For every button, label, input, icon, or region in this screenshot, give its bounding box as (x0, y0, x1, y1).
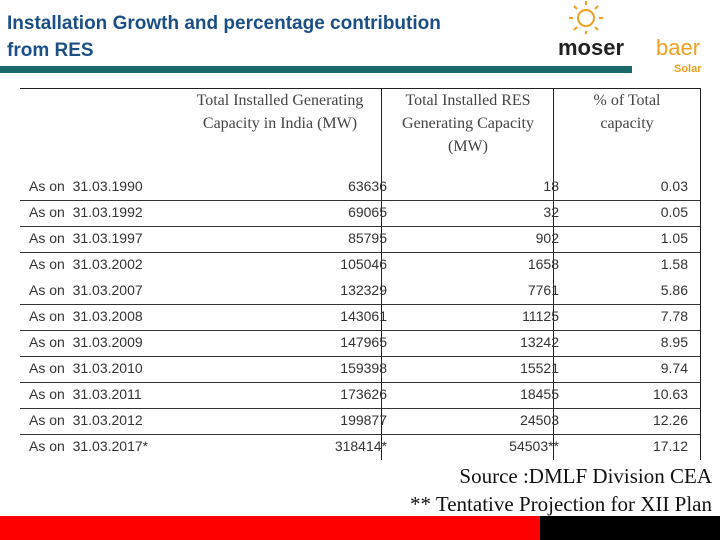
cell-date: As on 31.03.2007 (29, 282, 143, 298)
cell-total-capacity: 147965 (340, 334, 387, 350)
cell-percent: 1.58 (660, 256, 688, 272)
source-note: Source :DMLF Division CEA (459, 464, 712, 488)
header-res-capacity: Total Installed RES Generating Capacity … (402, 92, 534, 155)
cell-percent: 5.86 (660, 282, 688, 298)
cell-res-capacity: 18 (543, 178, 559, 194)
column-divider (381, 88, 382, 460)
slide-title: Installation Growth and percentage contr… (7, 10, 542, 64)
cell-percent: 9.74 (660, 360, 688, 376)
cell-res-capacity: 7761 (527, 282, 559, 298)
cell-total-capacity: 143061 (340, 308, 387, 324)
sun-face-icon (569, 1, 603, 34)
cell-percent: 0.05 (660, 204, 688, 220)
projection-note: ** Tentative Projection for XII Plan (410, 492, 712, 516)
cell-date: As on 31.03.2011 (29, 386, 142, 402)
cell-percent: 12.26 (652, 412, 688, 428)
cell-percent: 7.78 (660, 308, 688, 324)
table-row: As on 31.03.2011 173626 18455 10.63 (20, 382, 700, 409)
column-divider (553, 88, 554, 460)
column-divider (700, 88, 701, 460)
logo-text-sub: Solar (674, 63, 702, 74)
cell-res-capacity: 902 (535, 230, 559, 246)
moserbaer-logo: moser baer Solar (558, 1, 702, 74)
cell-total-capacity: 173626 (340, 386, 387, 402)
header-percent: % of Total capacity (593, 92, 661, 132)
cell-res-capacity: 11125 (522, 308, 559, 324)
header-total-capacity: Total Installed Generating Capacity in I… (196, 92, 364, 132)
cell-res-capacity: 32 (543, 204, 559, 220)
table-row: As on 31.03.1992 69065 32 0.05 (20, 200, 700, 227)
table-row: As on 31.03.1990 63636 18 0.03 (20, 174, 700, 201)
cell-date: As on 31.03.2017* (29, 438, 149, 454)
cell-date: As on 31.03.1992 (29, 204, 143, 220)
cell-total-capacity: 63636 (348, 178, 387, 194)
title-divider (0, 66, 632, 73)
cell-date: As on 31.03.1990 (29, 178, 143, 194)
cell-date: As on 31.03.2010 (29, 360, 143, 376)
cell-res-capacity: 15521 (520, 360, 559, 376)
cell-total-capacity: 85795 (348, 230, 387, 246)
table-row: As on 31.03.1997 85795 902 1.05 (20, 226, 700, 253)
cell-res-capacity: 13242 (520, 334, 559, 350)
table-row: As on 31.03.2017* 318414* 54503** 17.12 (20, 434, 700, 460)
table-row: As on 31.03.2009 147965 13242 8.95 (20, 330, 700, 357)
logo-text-accent: baer (656, 35, 700, 60)
cell-date: As on 31.03.2012 (29, 412, 143, 428)
footer-black-bar (540, 516, 720, 540)
cell-date: As on 31.03.2008 (29, 308, 143, 324)
footer-red-bar (0, 516, 540, 540)
title-line-2: from RES (7, 40, 94, 61)
table-row: As on 31.03.2012 199877 24503 12.26 (20, 408, 700, 435)
logo-text-main: moser (558, 35, 624, 60)
cell-total-capacity: 132329 (340, 282, 387, 298)
cell-total-capacity: 199877 (340, 412, 387, 428)
cell-date: As on 31.03.2009 (29, 334, 143, 350)
cell-percent: 1.05 (660, 230, 688, 246)
cell-percent: 10.63 (652, 386, 688, 402)
table-row: As on 31.03.2008 143061 11125 7.78 (20, 304, 700, 331)
table-row: As on 31.03.2010 159398 15521 9.74 (20, 356, 700, 383)
table-row: As on 31.03.2007 132329 7761 5.86 (20, 278, 700, 305)
cell-res-capacity: 24503 (520, 412, 559, 428)
cell-total-capacity: 159398 (340, 360, 387, 376)
cell-res-capacity: 1658 (527, 256, 559, 272)
table-top-border (20, 88, 700, 89)
cell-date: As on 31.03.2002 (29, 256, 143, 272)
table-row: As on 31.03.2002 105046 1658 1.58 (20, 252, 700, 278)
title-line-1: Installation Growth and percentage contr… (7, 13, 441, 34)
cell-res-capacity: 18455 (520, 386, 559, 402)
cell-percent: 8.95 (660, 334, 688, 350)
cell-total-capacity: 105046 (340, 256, 387, 272)
cell-percent: 17.12 (652, 438, 688, 454)
cell-total-capacity: 318414* (334, 438, 387, 454)
cell-percent: 0.03 (660, 178, 688, 194)
cell-res-capacity: 54503** (509, 438, 559, 454)
cell-total-capacity: 69065 (348, 204, 387, 220)
cell-date: As on 31.03.1997 (29, 230, 143, 246)
